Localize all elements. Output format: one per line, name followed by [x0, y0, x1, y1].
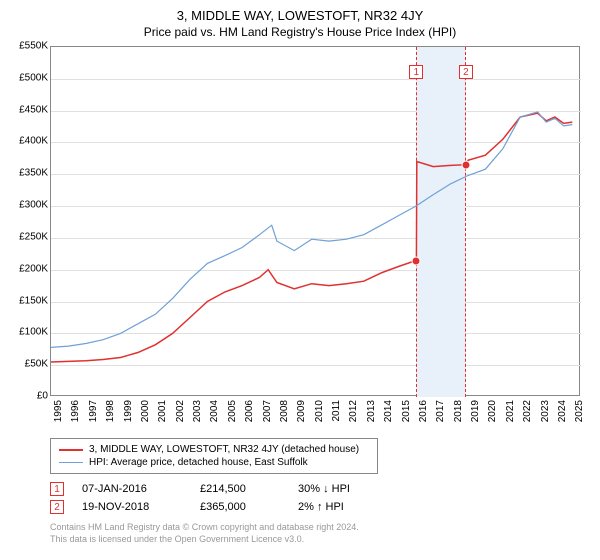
x-axis-tick-label: 2004 [209, 400, 220, 430]
x-axis-tick-label: 2013 [366, 400, 377, 430]
sale-date: 19-NOV-2018 [82, 501, 182, 513]
x-axis-tick-label: 2007 [262, 400, 273, 430]
x-axis-tick-label: 2002 [175, 400, 186, 430]
y-axis-tick-label: £100K [4, 327, 48, 338]
x-axis-tick-label: 2025 [574, 400, 585, 430]
y-axis-tick-label: £350K [4, 168, 48, 179]
x-axis-tick-label: 2001 [157, 400, 168, 430]
series-line-price_paid [51, 113, 572, 362]
x-axis-tick-label: 2005 [227, 400, 238, 430]
x-axis-tick-label: 2011 [331, 400, 342, 430]
x-axis-tick-label: 2006 [244, 400, 255, 430]
chart-title: 3, MIDDLE WAY, LOWESTOFT, NR32 4JY [0, 0, 600, 23]
y-axis-tick-label: £200K [4, 263, 48, 274]
sale-marker-label: 2 [459, 65, 473, 79]
sale-marker-label: 1 [409, 65, 423, 79]
legend-swatch [59, 449, 83, 451]
sale-marker-dot [412, 256, 421, 265]
x-axis-tick-label: 1998 [105, 400, 116, 430]
chart-subtitle: Price paid vs. HM Land Registry's House … [0, 23, 600, 39]
sale-vs-hpi: 30% ↓ HPI [298, 483, 350, 495]
sale-price: £214,500 [200, 483, 280, 495]
x-axis-tick-label: 1999 [123, 400, 134, 430]
sale-callout-number: 2 [50, 500, 64, 514]
y-axis-tick-label: £450K [4, 104, 48, 115]
x-axis-tick-label: 2023 [540, 400, 551, 430]
plot-wrap: 12 [50, 46, 580, 396]
legend-label: 3, MIDDLE WAY, LOWESTOFT, NR32 4JY (deta… [89, 444, 359, 455]
y-axis-tick-label: £500K [4, 72, 48, 83]
y-axis-tick-label: £250K [4, 231, 48, 242]
x-axis-tick-label: 2008 [279, 400, 290, 430]
chart-container: 3, MIDDLE WAY, LOWESTOFT, NR32 4JY Price… [0, 0, 600, 560]
sale-vs-hpi: 2% ↑ HPI [298, 501, 344, 513]
legend-item: HPI: Average price, detached house, East… [59, 456, 369, 469]
sale-price: £365,000 [200, 501, 280, 513]
x-axis-tick-label: 2010 [314, 400, 325, 430]
x-axis-tick-label: 2009 [296, 400, 307, 430]
plot-area: 12 [50, 46, 580, 396]
x-axis-tick-label: 2019 [470, 400, 481, 430]
y-axis-tick-label: £300K [4, 200, 48, 211]
y-axis-tick-label: £150K [4, 295, 48, 306]
y-axis-tick-label: £400K [4, 136, 48, 147]
footer-text: Contains HM Land Registry data © Crown c… [50, 516, 580, 545]
x-axis-tick-label: 2024 [557, 400, 568, 430]
x-axis-tick-label: 2015 [401, 400, 412, 430]
line-series-svg [51, 47, 581, 397]
x-axis-tick-label: 2017 [435, 400, 446, 430]
x-axis-tick-label: 2020 [487, 400, 498, 430]
legend-item: 3, MIDDLE WAY, LOWESTOFT, NR32 4JY (deta… [59, 443, 369, 456]
x-axis-tick-label: 1996 [70, 400, 81, 430]
footer-line-1: Contains HM Land Registry data © Crown c… [50, 522, 580, 534]
sale-marker-dot [461, 160, 470, 169]
sale-callout-number: 1 [50, 482, 64, 496]
footer-line-2: This data is licensed under the Open Gov… [50, 534, 580, 546]
x-axis-tick-label: 1995 [53, 400, 64, 430]
x-axis-tick-label: 2003 [192, 400, 203, 430]
sale-date: 07-JAN-2016 [82, 483, 182, 495]
x-axis-tick-label: 1997 [88, 400, 99, 430]
y-axis-tick-label: £0 [4, 391, 48, 402]
y-axis-tick-label: £50K [4, 359, 48, 370]
x-axis-tick-label: 2018 [453, 400, 464, 430]
x-axis-tick-label: 2016 [418, 400, 429, 430]
legend-area: 3, MIDDLE WAY, LOWESTOFT, NR32 4JY (deta… [50, 438, 580, 545]
x-axis-tick-label: 2021 [505, 400, 516, 430]
y-axis-tick-label: £550K [4, 41, 48, 52]
legend-label: HPI: Average price, detached house, East… [89, 457, 308, 468]
legend-swatch [59, 462, 83, 463]
x-axis-tick-label: 2000 [140, 400, 151, 430]
x-axis-tick-label: 2022 [522, 400, 533, 430]
x-axis-tick-label: 2014 [383, 400, 394, 430]
sale-callout-row: 2 19-NOV-2018 £365,000 2% ↑ HPI [50, 498, 580, 516]
legend-box: 3, MIDDLE WAY, LOWESTOFT, NR32 4JY (deta… [50, 438, 378, 474]
x-axis-tick-label: 2012 [348, 400, 359, 430]
sale-callout-row: 1 07-JAN-2016 £214,500 30% ↓ HPI [50, 480, 580, 498]
